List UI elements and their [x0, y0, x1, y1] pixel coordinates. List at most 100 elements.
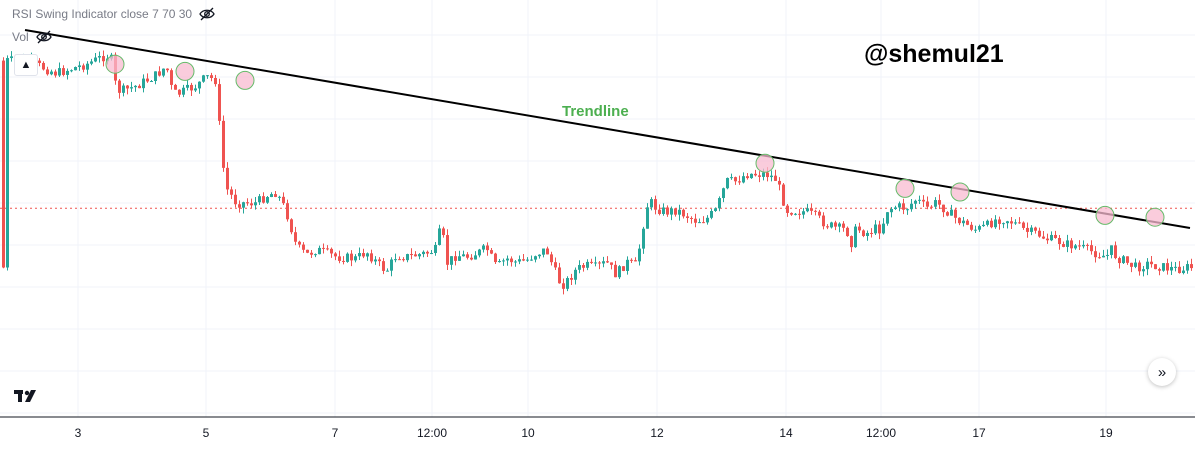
candle-body [474, 255, 477, 260]
candle-body [210, 75, 213, 78]
candle-body [738, 181, 741, 183]
candle-body [922, 199, 925, 202]
candle-body [190, 84, 193, 91]
candle-body [650, 199, 653, 208]
candle-body [534, 256, 537, 260]
candle-body [518, 259, 521, 262]
candle-body [1082, 244, 1085, 247]
candle-body [358, 253, 361, 257]
swing-high-marker [895, 178, 915, 198]
indicator-legend-label: RSI Swing Indicator close 7 70 30 [12, 7, 193, 21]
candle-body [774, 175, 777, 181]
candle-body [810, 208, 813, 211]
candle-body [626, 259, 629, 271]
candle-body [122, 85, 125, 93]
candle-body [786, 205, 789, 213]
eye-off-icon[interactable] [35, 30, 53, 44]
candle-body [158, 71, 161, 76]
candle-body [198, 81, 201, 89]
candle-body [250, 203, 253, 206]
candle-body [762, 172, 765, 177]
candle-body [322, 247, 325, 249]
volume-legend[interactable]: Vol [12, 30, 53, 44]
candle-body [846, 227, 849, 237]
candle-body [102, 56, 105, 62]
collapse-legend-button[interactable]: ▲ [14, 54, 38, 76]
candle-body [194, 88, 197, 91]
candle-body [858, 226, 861, 231]
candle-body [834, 222, 837, 227]
candle-body [502, 260, 505, 262]
candle-body [566, 278, 569, 289]
candle-body [934, 200, 937, 207]
candle-body [318, 247, 321, 255]
candle-body [698, 222, 701, 224]
candle-body [154, 71, 157, 82]
candle-body [746, 176, 749, 179]
candle-body [442, 228, 445, 236]
candle-body [50, 71, 53, 75]
candle-body [914, 200, 917, 204]
eye-off-icon[interactable] [198, 7, 216, 21]
candle-body [1146, 261, 1149, 270]
candle-body [726, 177, 729, 189]
candle-body [306, 249, 309, 253]
candle-body [362, 253, 365, 257]
candle-body [662, 207, 665, 214]
candle-body [150, 81, 153, 83]
candle-body [222, 120, 225, 168]
candle-body [970, 224, 973, 230]
candle-body [1162, 263, 1165, 271]
author-watermark: @shemul21 [864, 40, 1004, 68]
candle-body [310, 252, 313, 255]
candle-body [1150, 261, 1153, 265]
candle-body [1014, 222, 1017, 224]
tradingview-logo[interactable] [10, 382, 44, 410]
candle-body [1186, 264, 1189, 271]
candle-body [334, 253, 337, 257]
indicator-legend[interactable]: RSI Swing Indicator close 7 70 30 [12, 7, 216, 21]
x-tick-label: 14 [779, 426, 793, 440]
candle-body [794, 213, 797, 215]
candle-body [894, 207, 897, 209]
candle-body [274, 194, 277, 197]
candle-body [954, 209, 957, 218]
candle-body [814, 210, 817, 212]
candle-body [242, 202, 245, 208]
candle-body [1038, 230, 1041, 237]
candle-body [1170, 267, 1173, 271]
candle-body [294, 232, 297, 242]
candle-body [286, 203, 289, 220]
candle-body [682, 209, 685, 217]
candle-body [706, 217, 709, 223]
trendline [24, 29, 1191, 229]
swing-high-marker [105, 54, 125, 74]
candle-body [1130, 262, 1133, 267]
candle-body [214, 77, 217, 85]
candle-body [290, 219, 293, 233]
candle-body [458, 256, 461, 261]
candle-body [1018, 222, 1021, 224]
candle-body [1046, 238, 1049, 241]
candle-body [510, 258, 513, 263]
candle-body [410, 254, 413, 256]
candle-body [366, 253, 369, 257]
candle-body [986, 220, 989, 225]
scroll-to-realtime-button[interactable]: » [1148, 358, 1176, 386]
candle-body [142, 78, 145, 89]
candle-body [270, 194, 273, 198]
candle-body [338, 256, 341, 261]
candle-body [950, 209, 953, 216]
candle-body [1098, 257, 1101, 259]
x-tick-label: 7 [332, 426, 339, 440]
candle-body [1030, 227, 1033, 232]
candle-body [1102, 255, 1105, 258]
candle-body [406, 254, 409, 261]
candle-body [686, 216, 689, 218]
candle-body [642, 228, 645, 249]
candle-body [1070, 240, 1073, 249]
candle-body [1058, 238, 1061, 245]
candle-body [170, 70, 173, 85]
candle-body [830, 222, 833, 228]
